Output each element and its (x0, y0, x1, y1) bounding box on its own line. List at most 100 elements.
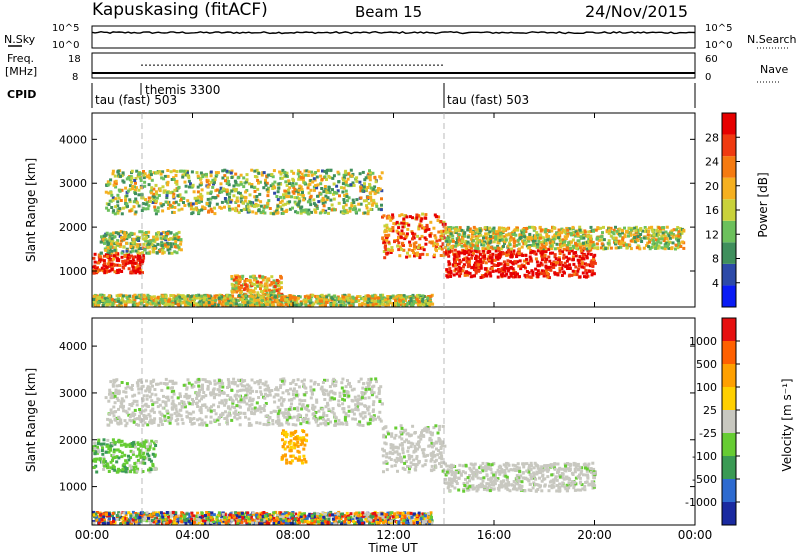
echo-cell (400, 213, 404, 217)
echo-cell (138, 302, 142, 306)
echo-cell (117, 258, 121, 262)
echo-cell (505, 253, 509, 257)
echo-cell (178, 295, 182, 299)
echo-cell (560, 244, 564, 248)
echo-cell (147, 239, 151, 243)
echo-cell (576, 233, 580, 237)
echo-cell (147, 448, 150, 452)
echo-cell (545, 235, 549, 239)
echo-cell (346, 177, 350, 181)
echo-cell (126, 189, 130, 193)
echo-cell (437, 230, 441, 234)
echo-cell (162, 189, 166, 193)
echo-cell (103, 241, 106, 245)
echo-cell (152, 195, 156, 199)
echo-cell (111, 456, 115, 460)
echo-cell (128, 464, 132, 468)
echo-cell (532, 242, 536, 246)
echo-cell (384, 298, 387, 302)
echo-cell (124, 459, 128, 463)
echo-cell (205, 172, 208, 176)
echo-cell (485, 274, 489, 278)
echo-cell (309, 298, 313, 302)
echo-cell (572, 262, 576, 266)
echo-cell (312, 198, 316, 202)
echo-cell (518, 233, 522, 237)
echo-cell (93, 300, 96, 304)
echo-cell (175, 188, 179, 192)
echo-cell (552, 226, 556, 230)
echo-cell (424, 238, 428, 241)
echo-cell (105, 255, 109, 258)
echo-cell (298, 385, 301, 389)
echo-cell (153, 441, 156, 445)
echo-cell (478, 227, 482, 231)
echo-cell (574, 246, 578, 250)
echo-cell (256, 298, 260, 302)
echo-cell (262, 303, 266, 307)
echo-cell (295, 196, 299, 200)
echo-cell (177, 203, 181, 207)
echo-cell (198, 195, 202, 199)
echo-cell (435, 215, 439, 219)
echo-cell (191, 183, 195, 187)
echo-cell (364, 199, 368, 203)
echo-cell (175, 179, 179, 183)
echo-cell (664, 235, 668, 239)
echo-cell (523, 235, 527, 239)
echo-cell (665, 225, 669, 229)
echo-cell (530, 269, 534, 273)
echo-cell (107, 203, 111, 206)
echo-cell (534, 252, 538, 256)
echo-cell (109, 232, 113, 236)
echo-cell (227, 381, 231, 385)
echo-cell (406, 251, 409, 255)
echo-cell (589, 234, 593, 238)
echo-cell (400, 296, 404, 300)
echo-cell (425, 304, 429, 308)
echo-cell (237, 183, 241, 187)
echo-cell (196, 190, 200, 194)
colorbar-swatch (722, 242, 736, 264)
echo-cell (448, 250, 451, 254)
echo-cell (235, 302, 239, 306)
echo-cell (534, 236, 537, 240)
echo-cell (366, 186, 370, 189)
echo-cell (111, 210, 115, 214)
echo-cell (453, 254, 457, 258)
echo-cell (380, 297, 384, 300)
echo-cell (263, 300, 267, 304)
echo-cell (502, 228, 506, 232)
echo-cell (314, 294, 318, 298)
echo-cell (169, 242, 173, 246)
y-tick-label: 1000 (59, 265, 87, 278)
echo-cell (303, 399, 307, 403)
echo-cell (142, 242, 146, 246)
echo-cell (441, 243, 445, 246)
echo-cell (579, 244, 583, 248)
echo-cell (133, 293, 137, 297)
echo-cell (98, 258, 102, 262)
echo-cell (124, 304, 127, 307)
echo-cell (521, 239, 524, 243)
echo-cell (545, 232, 549, 236)
echo-cell (364, 294, 368, 298)
echo-cell (309, 203, 313, 207)
echo-cell (103, 297, 107, 301)
echo-cell (449, 232, 453, 236)
echo-cell (578, 228, 582, 232)
echo-cell (215, 173, 219, 177)
echo-cell (508, 248, 512, 252)
echo-cell (154, 297, 158, 301)
echo-cell (244, 180, 248, 184)
echo-cell (641, 229, 644, 233)
echo-cell (261, 209, 265, 213)
echo-cell (126, 300, 130, 304)
echo-cell (110, 249, 114, 253)
echo-cell (255, 168, 259, 172)
echo-cell (299, 177, 303, 181)
echo-cell (421, 252, 425, 256)
noise-right-tick-bottom: 10^0 (705, 40, 732, 51)
echo-cell (132, 232, 136, 236)
